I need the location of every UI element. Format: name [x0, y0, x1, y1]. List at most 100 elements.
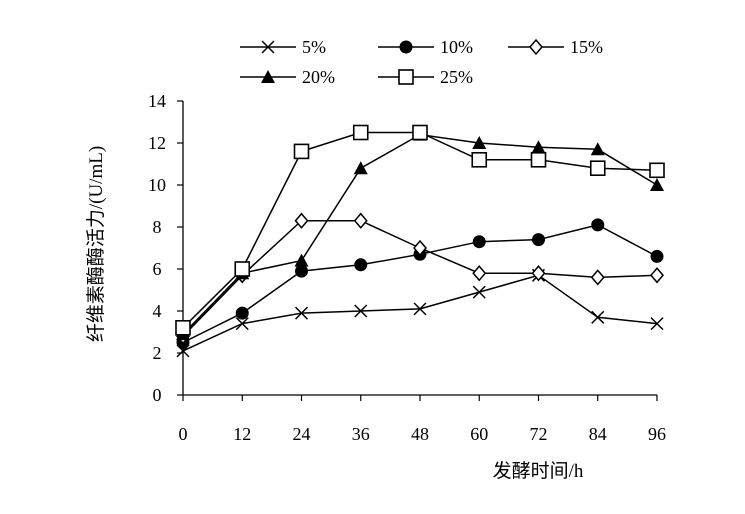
- series-line: [182, 274, 658, 352]
- legend-item: 20%: [240, 67, 335, 87]
- x-tick-label: 0: [179, 424, 188, 444]
- series-1: [176, 218, 664, 349]
- marker-shape: [293, 143, 310, 160]
- x-axis-title: 发酵时间/h: [493, 460, 584, 482]
- data-point: [294, 212, 309, 229]
- legend-label: 20%: [302, 67, 335, 87]
- data-point: [650, 249, 664, 263]
- marker-shape: [399, 40, 413, 54]
- legend-label: 15%: [570, 37, 603, 57]
- data-point: [413, 302, 427, 316]
- x-tick-label: 96: [648, 424, 666, 444]
- marker-stroke: [294, 306, 309, 320]
- x-tick-label: 48: [411, 424, 429, 444]
- legend-item: 5%: [240, 37, 326, 57]
- data-point: [295, 264, 308, 278]
- data-point: [412, 124, 428, 141]
- marker-shape: [590, 142, 605, 156]
- marker-shape: [650, 267, 664, 284]
- marker-stroke: [591, 310, 605, 324]
- x-tick-label: 24: [293, 424, 311, 444]
- legend-marker: [261, 40, 275, 54]
- data-point: [530, 152, 547, 168]
- y-tick-label: 10: [148, 175, 166, 195]
- marker-shape: [472, 265, 487, 282]
- marker-shape: [650, 249, 664, 263]
- marker-shape: [353, 212, 368, 229]
- data-point: [235, 306, 249, 320]
- data-point: [650, 178, 664, 191]
- marker-shape: [532, 233, 545, 247]
- y-tick-label: 4: [153, 301, 162, 321]
- marker-shape: [649, 162, 665, 179]
- legend: 5% 10% 15% 20% 25%: [240, 37, 603, 87]
- marker-shape: [530, 152, 547, 168]
- data-point: [354, 258, 368, 272]
- data-point: [531, 265, 546, 282]
- data-point: [472, 285, 486, 299]
- data-point: [591, 310, 605, 324]
- marker-shape: [352, 124, 369, 141]
- marker-shape: [531, 140, 546, 154]
- legend-marker: [398, 69, 414, 85]
- data-point: [352, 124, 369, 141]
- data-point: [293, 143, 310, 160]
- legend-label: 25%: [440, 67, 473, 87]
- data-point: [471, 152, 488, 168]
- y-tick-label: 12: [148, 133, 166, 153]
- marker-shape: [471, 152, 488, 168]
- marker-stroke: [354, 304, 368, 318]
- marker-shape: [531, 265, 546, 282]
- y-axis-title: 纤维素酶酶活力/(U/mL): [85, 146, 107, 342]
- y-tick-label: 14: [148, 91, 166, 111]
- data-point: [650, 317, 664, 331]
- marker-shape: [590, 269, 605, 286]
- x-tick-label: 12: [233, 424, 251, 444]
- series-lines: [175, 124, 665, 358]
- legend-item: 15%: [508, 37, 603, 57]
- marker-shape: [261, 70, 275, 83]
- data-point: [590, 269, 605, 286]
- data-point: [531, 140, 546, 154]
- legend-item: 25%: [378, 67, 473, 87]
- series-4: [175, 124, 665, 336]
- marker-shape: [294, 253, 309, 267]
- data-point: [294, 306, 309, 320]
- marker-shape: [529, 38, 543, 56]
- marker-stroke: [472, 285, 486, 299]
- data-point: [649, 162, 665, 179]
- marker-shape: [353, 161, 368, 175]
- data-point: [353, 161, 368, 175]
- y-tick-label: 6: [153, 259, 162, 279]
- data-point: [472, 136, 487, 149]
- data-point: [354, 304, 368, 318]
- marker-shape: [354, 258, 368, 272]
- data-point: [472, 235, 486, 249]
- data-point: [235, 317, 249, 331]
- marker-shape: [412, 124, 428, 141]
- marker-shape: [234, 261, 251, 277]
- x-tick-label: 36: [352, 424, 370, 444]
- marker-shape: [472, 136, 487, 149]
- data-point: [472, 265, 487, 282]
- marker-shape: [398, 69, 414, 85]
- legend-marker: [399, 40, 413, 54]
- data-point: [591, 218, 605, 232]
- y-tick-label: 2: [153, 343, 162, 363]
- marker-shape: [235, 306, 249, 320]
- marker-shape: [175, 319, 191, 336]
- data-point: [294, 253, 309, 267]
- series-2: [176, 212, 664, 345]
- marker-shape: [472, 235, 486, 249]
- legend-marker: [261, 70, 275, 83]
- data-point: [234, 261, 251, 277]
- series-line: [182, 131, 658, 329]
- legend-item: 10%: [378, 37, 473, 57]
- data-point: [353, 212, 368, 229]
- y-tick-label: 8: [153, 217, 162, 237]
- marker-shape: [589, 160, 606, 176]
- x-tick-label: 72: [530, 424, 548, 444]
